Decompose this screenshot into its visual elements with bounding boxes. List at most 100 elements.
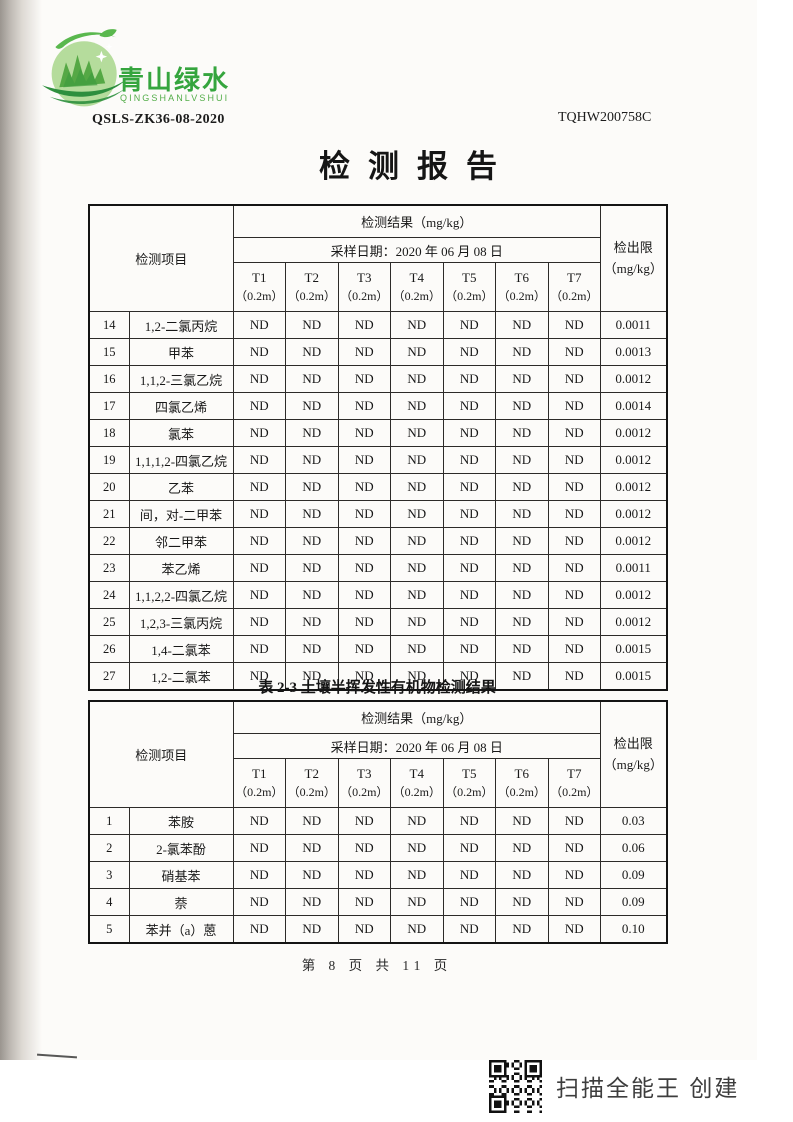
result-value: ND [390, 554, 444, 582]
result-row: 14 1,2-二氯丙烷 ND ND ND ND ND ND ND 0.0011 [88, 311, 668, 339]
result-value: ND [547, 635, 602, 663]
result-value: ND [547, 581, 602, 609]
detection-limit-value: 0.0014 [600, 392, 668, 420]
result-row: 5 苯并（a）蒽 ND ND ND ND ND ND ND 0.10 [88, 915, 668, 944]
result-value: ND [495, 915, 549, 944]
item-column-header: 检测项目 [88, 204, 234, 312]
scan-edge-artifact [36, 1053, 78, 1059]
result-value: ND [495, 473, 549, 501]
result-value: ND [390, 915, 444, 944]
sample-point-header: T3 （0.2m） [337, 262, 392, 312]
detection-limit-value: 0.10 [600, 915, 668, 944]
result-value: ND [495, 527, 549, 555]
result-value: ND [442, 500, 497, 528]
result-value: ND [547, 446, 602, 474]
row-number: 2 [88, 834, 130, 862]
row-number: 21 [88, 500, 130, 528]
logo-name-pinyin: QINGSHANLVSHUI [120, 93, 230, 103]
detection-limit-header: 检出限 （mg/kg） [600, 204, 668, 312]
result-value: ND [337, 807, 392, 835]
detection-limit-value: 0.09 [600, 861, 668, 889]
result-value: ND [442, 338, 497, 366]
report-number: TQHW200758C [558, 110, 652, 125]
qr-code [489, 1060, 542, 1113]
result-value: ND [390, 365, 444, 393]
detection-limit-value: 0.0012 [600, 446, 668, 474]
scanner-credit: 扫描全能王 创建 [556, 1075, 740, 1101]
row-number: 27 [88, 662, 130, 691]
analyte-name: 乙苯 [128, 473, 234, 501]
analyte-name: 1,4-二氯苯 [128, 635, 234, 663]
result-value: ND [495, 338, 549, 366]
result-value: ND [285, 419, 339, 447]
result-value: ND [390, 392, 444, 420]
result-value: ND [285, 527, 339, 555]
result-value: ND [232, 446, 287, 474]
row-number: 1 [88, 807, 130, 835]
table2-caption: 表 2-3 土壤半挥发性有机物检测结果 [258, 680, 496, 696]
page-number: 第 8 页 共 11 页 [301, 958, 453, 973]
result-value: ND [495, 608, 549, 636]
sample-point-header: T3 （0.2m） [337, 758, 392, 808]
result-row: 19 1,1,1,2-四氯乙烷 ND ND ND ND ND ND ND 0.0012 [88, 446, 668, 474]
result-value: ND [547, 608, 602, 636]
analyte-name: 邻二甲苯 [128, 527, 234, 555]
sample-point-header-row: T1 （0.2m） T2 （0.2m） T3 （0.2m） T4 （0.2m） T5 （0.2m）… [89, 262, 667, 312]
sample-point-header: T7 （0.2m） [547, 262, 602, 312]
result-value: ND [547, 527, 602, 555]
result-value: ND [232, 554, 287, 582]
result-value: ND [337, 392, 392, 420]
result-row: 23 苯乙烯 ND ND ND ND ND ND ND 0.0011 [88, 554, 668, 582]
result-value: ND [442, 635, 497, 663]
row-number: 16 [88, 365, 130, 393]
result-row: 22 邻二甲苯 ND ND ND ND ND ND ND 0.0012 [88, 527, 668, 555]
result-value: ND [495, 834, 549, 862]
result-value: ND [547, 365, 602, 393]
detection-limit-value: 0.0012 [600, 500, 668, 528]
analyte-name: 硝基苯 [128, 861, 234, 889]
detection-limit-value: 0.0015 [600, 662, 668, 691]
result-value: ND [285, 338, 339, 366]
result-value: ND [285, 635, 339, 663]
result-value: ND [390, 888, 444, 916]
row-number: 24 [88, 581, 130, 609]
result-value: ND [337, 581, 392, 609]
result-value: ND [547, 392, 602, 420]
result-value: ND [285, 888, 339, 916]
analyte-name: 苯并（a）蒽 [128, 915, 234, 944]
result-value: ND [390, 311, 444, 339]
detection-limit-value: 0.0011 [600, 311, 668, 339]
sample-point-header: T4 （0.2m） [390, 758, 444, 808]
svoc-table-body: 1 苯胺 ND ND ND ND ND ND ND 0.03 2 2-氯苯酚 ND ND ND ND ND ND N… [88, 807, 668, 944]
detection-limit-value: 0.0011 [600, 554, 668, 582]
detection-limit-value: 0.0012 [600, 527, 668, 555]
result-value: ND [232, 392, 287, 420]
result-value: ND [285, 473, 339, 501]
result-value: ND [232, 365, 287, 393]
result-value: ND [547, 834, 602, 862]
result-unit-header: 检测结果（mg/kg） [232, 700, 602, 734]
result-value: ND [285, 554, 339, 582]
result-value: ND [337, 446, 392, 474]
result-value: ND [337, 527, 392, 555]
result-value: ND [547, 807, 602, 835]
result-value: ND [547, 554, 602, 582]
result-value: ND [442, 834, 497, 862]
detection-limit-unit: （mg/kg） [603, 756, 663, 772]
logo-name-chinese: 青山绿水 [118, 65, 231, 95]
detection-limit-value: 0.0012 [600, 419, 668, 447]
result-row: 15 甲苯 ND ND ND ND ND ND ND 0.0013 [88, 338, 668, 366]
result-value: ND [495, 581, 549, 609]
result-value: ND [442, 662, 497, 691]
result-value: ND [390, 834, 444, 862]
detection-limit-header: 检出限 （mg/kg） [600, 700, 668, 808]
result-row: 25 1,2,3-三氯丙烷 ND ND ND ND ND ND ND 0.0012 [88, 608, 668, 636]
qingshanlvshui-logo-icon [42, 29, 129, 107]
row-number: 15 [88, 338, 130, 366]
result-value: ND [337, 861, 392, 889]
result-value: ND [390, 581, 444, 609]
result-value: ND [285, 311, 339, 339]
result-value: ND [232, 311, 287, 339]
result-value: ND [495, 635, 549, 663]
result-value: ND [390, 662, 444, 691]
